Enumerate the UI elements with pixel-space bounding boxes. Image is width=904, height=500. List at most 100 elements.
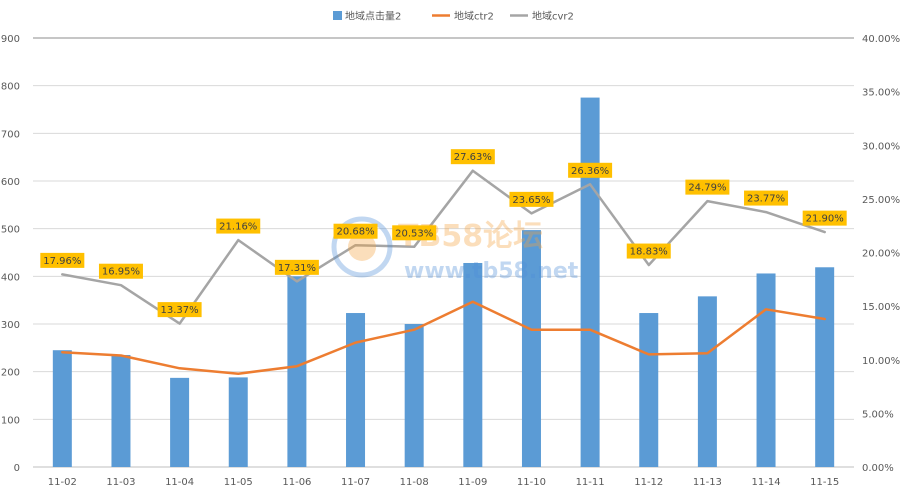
ctr-line xyxy=(61,300,826,375)
data-label-text: 27.63% xyxy=(454,152,492,163)
data-label: 21.90% xyxy=(802,210,847,226)
data-label-box xyxy=(392,225,437,241)
right-tick-label: 5.00% xyxy=(862,409,894,420)
bar xyxy=(404,324,424,467)
x-tick-label: 11-08 xyxy=(400,477,429,488)
x-axis: 11-02 11-03 11-04 11-05 11-06 11-07 11-08 11-09… xyxy=(48,477,839,488)
bar xyxy=(815,267,835,467)
data-label: 20.53% xyxy=(392,225,437,241)
data-label-text: 17.96% xyxy=(43,256,81,267)
left-tick-label: 600 xyxy=(1,177,20,188)
right-tick-label: 40.00% xyxy=(862,34,900,45)
legend-label: 地域cvr2 xyxy=(532,10,574,23)
bar xyxy=(52,350,72,467)
bar xyxy=(170,377,190,467)
bar xyxy=(521,230,541,467)
x-tick-label: 11-13 xyxy=(693,477,722,488)
data-label: 27.63% xyxy=(450,149,495,165)
right-tick-label: 10.00% xyxy=(862,356,900,367)
x-tick-label: 11-12 xyxy=(634,477,663,488)
watermark-logo-icon xyxy=(331,216,393,278)
data-label-box xyxy=(40,252,85,268)
left-tick-label: 400 xyxy=(1,272,20,283)
bar xyxy=(287,276,307,467)
data-label: 17.96% xyxy=(40,252,85,268)
data-label-box xyxy=(802,210,847,226)
right-tick-label: 35.00% xyxy=(862,88,900,99)
x-tick-label: 11-07 xyxy=(341,477,370,488)
x-tick-label: 11-10 xyxy=(517,477,546,488)
bar xyxy=(697,296,717,467)
right-tick-label: 30.00% xyxy=(862,141,900,152)
data-label: 16.95% xyxy=(98,263,143,279)
data-label: 23.65% xyxy=(509,191,554,207)
left-tick-label: 800 xyxy=(1,82,20,93)
left-tick-label: 900 xyxy=(1,34,20,45)
legend-item: 地域点击量2 xyxy=(333,10,401,23)
x-tick-label: 11-11 xyxy=(576,477,605,488)
bar xyxy=(228,377,248,467)
x-tick-label: 11-04 xyxy=(165,477,194,488)
watermark-url: www.tb58.net xyxy=(404,259,579,284)
bar-series xyxy=(52,97,835,467)
bar xyxy=(639,313,659,467)
data-label-box xyxy=(274,259,319,275)
data-label-text: 17.31% xyxy=(278,263,316,274)
data-label: 21.16% xyxy=(216,218,261,234)
data-label-box xyxy=(450,149,495,165)
x-tick-label: 11-03 xyxy=(106,477,135,488)
data-label-text: 23.77% xyxy=(747,194,785,205)
bar xyxy=(111,354,131,467)
left-tick-label: 700 xyxy=(1,129,20,140)
x-tick-label: 11-05 xyxy=(224,477,253,488)
data-label-box xyxy=(509,191,554,207)
data-label-text: 18.83% xyxy=(630,247,668,258)
data-label: 13.37% xyxy=(157,302,202,318)
data-label: 23.77% xyxy=(744,190,789,206)
x-tick-label: 11-06 xyxy=(282,477,311,488)
left-tick-label: 300 xyxy=(1,320,20,331)
x-tick-label: 11-15 xyxy=(810,477,839,488)
left-tick-label: 500 xyxy=(1,225,20,236)
data-label: 20.68% xyxy=(333,223,378,239)
left-tick-label: 200 xyxy=(1,368,20,379)
legend-item: 地域cvr2 xyxy=(510,10,574,23)
data-label: 17.31% xyxy=(274,259,319,275)
legend-item: 地域ctr2 xyxy=(432,10,494,23)
data-label-box xyxy=(216,218,261,234)
left-tick-label: 100 xyxy=(1,415,20,426)
data-label-text: 20.53% xyxy=(395,228,433,239)
data-label-box xyxy=(157,302,202,318)
x-tick-label: 11-09 xyxy=(458,477,487,488)
data-label: 24.79% xyxy=(685,179,730,195)
data-label-text: 23.65% xyxy=(512,195,550,206)
data-label: 26.36% xyxy=(568,162,613,178)
data-label-text: 21.16% xyxy=(219,222,257,233)
data-label-text: 24.79% xyxy=(688,183,726,194)
data-label-box xyxy=(626,243,671,259)
data-label-text: 16.95% xyxy=(102,267,140,278)
legend-label: 地域ctr2 xyxy=(454,10,494,23)
right-tick-label: 20.00% xyxy=(862,249,900,260)
bar xyxy=(756,273,776,467)
right-tick-label: 15.00% xyxy=(862,302,900,313)
bar xyxy=(463,262,483,467)
left-tick-label: 0 xyxy=(14,463,20,474)
x-tick-label: 11-02 xyxy=(48,477,77,488)
data-label-box xyxy=(98,263,143,279)
legend: 地域点击量2 地域ctr2 地域cvr2 xyxy=(333,10,574,23)
grid-lines xyxy=(33,37,854,468)
watermark: TB58论坛 www.tb58.net xyxy=(331,216,579,284)
right-tick-label: 25.00% xyxy=(862,195,900,206)
data-label-text: 13.37% xyxy=(161,305,199,316)
data-label-box xyxy=(744,190,789,206)
right-tick-label: 0.00% xyxy=(862,463,894,474)
right-axis: 0.00% 5.00% 10.00% 15.00% 20.00% 25.00% 30.00%… xyxy=(862,34,900,474)
x-tick-label: 11-14 xyxy=(752,477,781,488)
bar xyxy=(580,97,600,467)
data-label-box xyxy=(568,162,613,178)
bar xyxy=(346,313,366,467)
data-label-text: 21.90% xyxy=(806,214,844,225)
data-label: 18.83% xyxy=(626,243,671,259)
